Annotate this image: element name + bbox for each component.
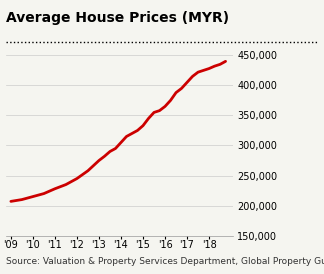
Text: Source: Valuation & Property Services Department, Global Property Guide: Source: Valuation & Property Services De… [6, 257, 324, 266]
Text: Average House Prices (MYR): Average House Prices (MYR) [6, 11, 230, 25]
